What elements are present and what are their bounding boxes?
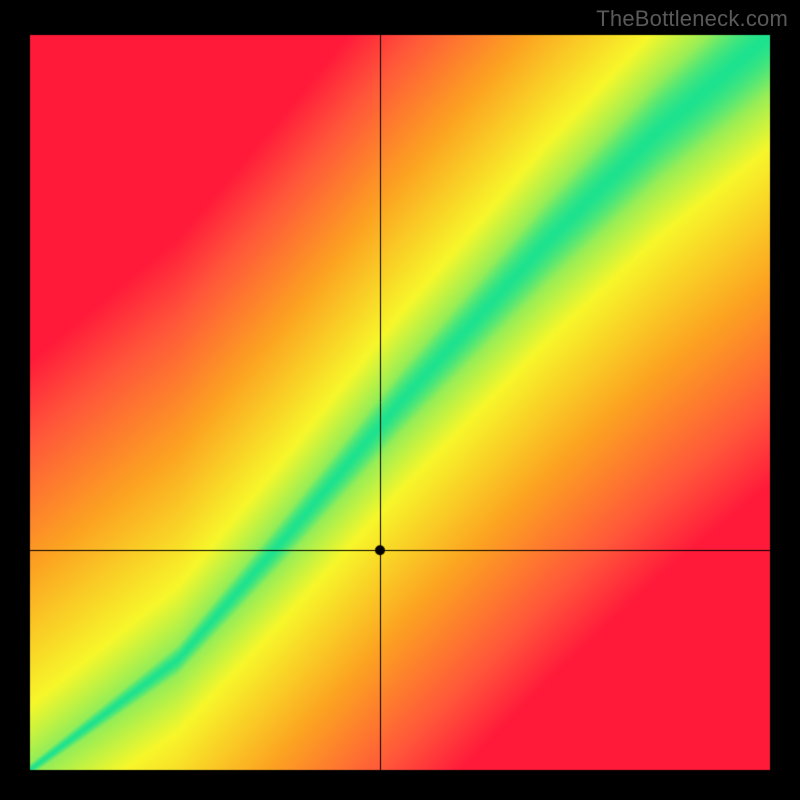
watermark-text: TheBottleneck.com xyxy=(596,6,788,32)
bottleneck-heatmap xyxy=(0,0,800,800)
chart-container: TheBottleneck.com xyxy=(0,0,800,800)
